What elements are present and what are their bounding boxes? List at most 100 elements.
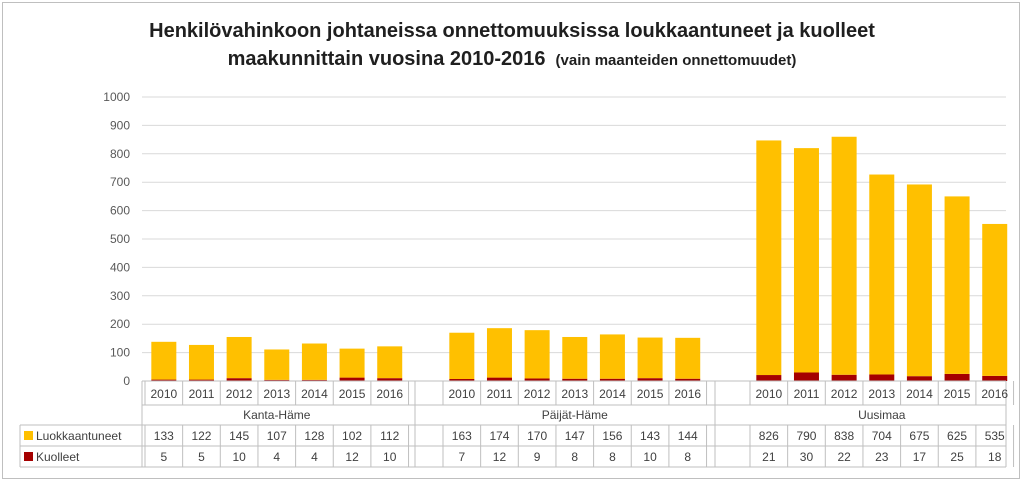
x-tick-label: 2010 [150, 387, 177, 401]
x-tick-label: 2012 [524, 387, 551, 401]
y-tick-label: 200 [110, 317, 130, 331]
bar-luokkaantuneet [524, 330, 550, 379]
x-tick-label: 2014 [301, 387, 328, 401]
bar-luokkaantuneet [944, 196, 970, 374]
x-tick-label: 2013 [868, 387, 895, 401]
legend-key-luokkaantuneet [24, 431, 33, 440]
x-tick-label: 2016 [376, 387, 403, 401]
chart-title-line2-text: maakunnittain vuosina 2010-2016 [227, 48, 546, 70]
bar-luokkaantuneet [869, 174, 895, 375]
data-label-kuolleet: 25 [950, 450, 964, 464]
x-tick-label: 2015 [944, 387, 971, 401]
data-label-kuolleet: 5 [198, 450, 205, 464]
data-label-kuolleet: 10 [643, 450, 657, 464]
y-tick-label: 900 [110, 118, 130, 132]
data-label-kuolleet: 8 [609, 450, 616, 464]
x-tick-label: 2010 [755, 387, 782, 401]
data-label-luokkaantuneet: 170 [527, 429, 547, 443]
data-label-luokkaantuneet: 625 [947, 429, 967, 443]
data-label-kuolleet: 9 [534, 450, 541, 464]
x-tick-label: 2011 [189, 387, 215, 401]
bar-kuolleet [486, 377, 512, 381]
data-label-luokkaantuneet: 535 [985, 429, 1005, 443]
data-label-luokkaantuneet: 102 [342, 429, 362, 443]
y-tick-label: 0 [123, 374, 130, 388]
bar-luokkaantuneet [906, 184, 932, 377]
data-label-luokkaantuneet: 174 [489, 429, 509, 443]
data-label-luokkaantuneet: 128 [304, 429, 324, 443]
data-label-kuolleet: 23 [875, 450, 889, 464]
bar-luokkaantuneet [486, 328, 512, 378]
data-label-kuolleet: 30 [800, 450, 814, 464]
bar-kuolleet [944, 373, 970, 381]
data-label-luokkaantuneet: 145 [229, 429, 249, 443]
data-label-kuolleet: 8 [684, 450, 691, 464]
bar-kuolleet [793, 372, 819, 381]
y-tick-label: 600 [110, 204, 130, 218]
data-label-kuolleet: 12 [345, 450, 359, 464]
legend-label-kuolleet: Kuolleet [36, 450, 80, 464]
legend-key-kuolleet [24, 452, 33, 461]
x-tick-label: 2014 [599, 387, 626, 401]
bar-luokkaantuneet [151, 341, 177, 380]
bar-kuolleet [637, 378, 663, 381]
y-tick-label: 1000 [103, 90, 130, 104]
chart-title-line2: maakunnittain vuosina 2010-2016 (vain maa… [0, 48, 1024, 71]
bar-kuolleet [264, 379, 290, 381]
data-label-luokkaantuneet: 144 [678, 429, 698, 443]
data-label-kuolleet: 8 [571, 450, 578, 464]
data-label-kuolleet: 7 [458, 450, 465, 464]
bar-luokkaantuneet [301, 343, 327, 380]
bar-kuolleet [756, 375, 782, 381]
y-tick-label: 300 [110, 289, 130, 303]
bar-kuolleet [449, 379, 475, 381]
x-tick-label: 2016 [981, 387, 1008, 401]
bar-kuolleet [982, 375, 1008, 381]
x-tick-label: 2012 [226, 387, 253, 401]
bar-luokkaantuneet [562, 336, 588, 379]
bar-luokkaantuneet [675, 337, 701, 379]
y-tick-label: 800 [110, 147, 130, 161]
data-label-kuolleet: 12 [493, 450, 507, 464]
x-tick-label: 2015 [339, 387, 366, 401]
y-tick-label: 500 [110, 232, 130, 246]
data-label-luokkaantuneet: 122 [191, 429, 211, 443]
chart-subtitle: (vain maanteiden onnettomuudet) [555, 52, 797, 69]
bar-luokkaantuneet [339, 348, 365, 378]
bar-kuolleet [339, 377, 365, 381]
data-label-luokkaantuneet: 704 [872, 429, 892, 443]
bar-kuolleet [831, 374, 857, 381]
data-label-kuolleet: 22 [837, 450, 851, 464]
data-label-luokkaantuneet: 790 [796, 429, 816, 443]
data-label-luokkaantuneet: 147 [565, 429, 585, 443]
data-label-luokkaantuneet: 826 [759, 429, 779, 443]
y-tick-label: 400 [110, 260, 130, 274]
bar-kuolleet [226, 378, 252, 381]
group-label: Päijät-Häme [542, 408, 608, 422]
bar-kuolleet [869, 374, 895, 381]
group-label: Kanta-Häme [243, 408, 311, 422]
bar-luokkaantuneet [226, 336, 252, 379]
y-tick-label: 100 [110, 346, 130, 360]
bar-kuolleet [524, 378, 550, 381]
legend-label-luokkaantuneet: Luokkaantuneet [36, 429, 122, 443]
x-tick-label: 2013 [561, 387, 588, 401]
bar-kuolleet [188, 379, 214, 381]
data-label-luokkaantuneet: 163 [452, 429, 472, 443]
x-tick-label: 2010 [448, 387, 475, 401]
data-label-kuolleet: 4 [311, 450, 318, 464]
bar-luokkaantuneet [637, 337, 663, 379]
x-tick-label: 2011 [794, 387, 820, 401]
bar-kuolleet [906, 376, 932, 381]
chart-title: Henkilövahinkoon johtaneissa onnettomuuk… [149, 20, 875, 42]
data-label-kuolleet: 21 [762, 450, 776, 464]
x-tick-label: 2015 [637, 387, 664, 401]
bar-luokkaantuneet [831, 136, 857, 375]
bar-luokkaantuneet [188, 344, 214, 380]
group-label: Uusimaa [858, 408, 906, 422]
bar-luokkaantuneet [982, 223, 1008, 376]
bar-luokkaantuneet [449, 332, 475, 380]
x-tick-label: 2013 [263, 387, 290, 401]
data-label-kuolleet: 10 [383, 450, 397, 464]
